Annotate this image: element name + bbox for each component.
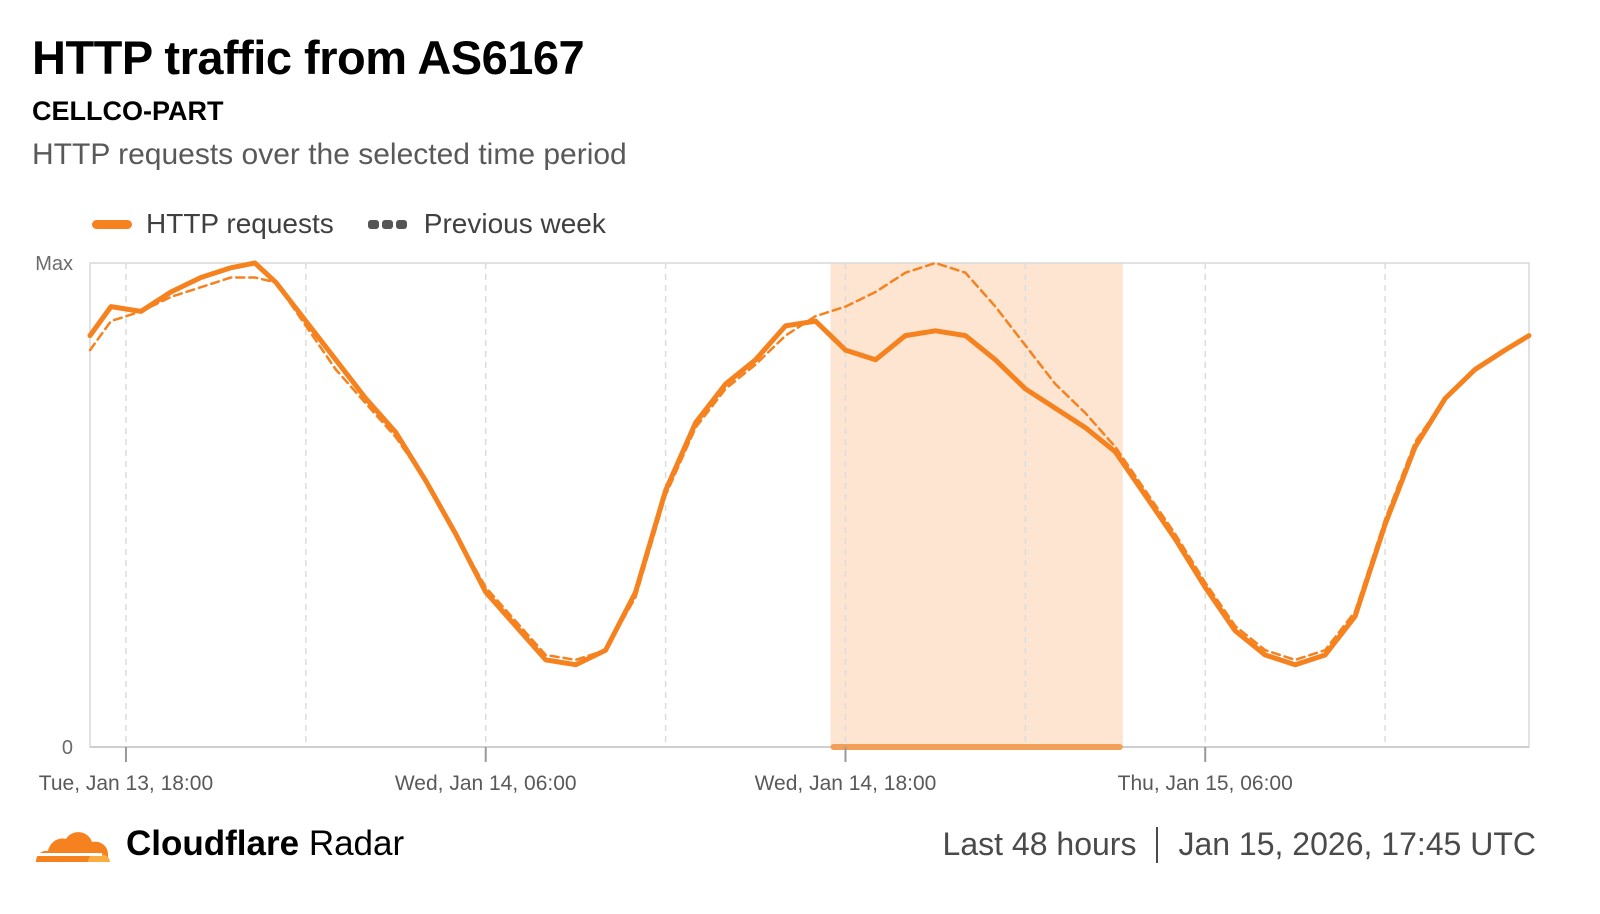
chart-title: HTTP traffic from AS6167 xyxy=(32,31,585,84)
x-tick-label: Thu, Jan 15, 06:00 xyxy=(1118,772,1293,795)
legend-swatch-dashed xyxy=(367,219,410,229)
brand-name-bold: Cloudflare xyxy=(126,824,300,863)
series-line-http-requests xyxy=(87,260,1532,668)
highlight-range-marker xyxy=(830,744,1123,750)
timestamp-label: Jan 15, 2026, 17:45 UTC xyxy=(1178,826,1536,862)
footer-separator xyxy=(1156,826,1159,863)
legend-item-http-requests[interactable]: HTTP requests xyxy=(92,208,334,240)
footer-meta: Last 48 hours Jan 15, 2026, 17:45 UTC xyxy=(943,826,1536,863)
brand-name-light: Radar xyxy=(308,824,405,863)
series-line-previous-week xyxy=(88,261,1531,662)
cloudflare-cloud-icon xyxy=(32,832,110,862)
cloudflare-radar-logo[interactable]: Cloudflare Radar xyxy=(32,824,404,864)
chart-description: HTTP requests over the selected time per… xyxy=(32,138,627,171)
legend-label-previous-week: Previous week xyxy=(423,208,606,239)
time-range-label: Last 48 hours xyxy=(942,826,1137,862)
x-tick-label: Wed, Jan 14, 18:00 xyxy=(755,772,937,795)
brand-name: Cloudflare Radar xyxy=(126,824,404,864)
y-tick-label-zero: 0 xyxy=(62,737,73,759)
legend-swatch-solid xyxy=(92,219,132,229)
legend-item-previous-week[interactable]: Previous week xyxy=(367,208,606,240)
chart-subtitle: CELLCO-PART xyxy=(32,96,224,126)
legend-label-http-requests: HTTP requests xyxy=(146,208,334,239)
x-tick-label: Tue, Jan 13, 18:00 xyxy=(39,772,213,795)
highlight-band xyxy=(830,263,1123,747)
traffic-line-chart: Max 0 Tue, Jan 13, 18:00 Wed, Jan 14, 06:00… xyxy=(35,253,1532,795)
chart-legend: HTTP requests Previous week xyxy=(92,208,640,240)
x-tick-label: Wed, Jan 14, 06:00 xyxy=(395,772,577,795)
y-tick-label-max: Max xyxy=(35,253,73,275)
